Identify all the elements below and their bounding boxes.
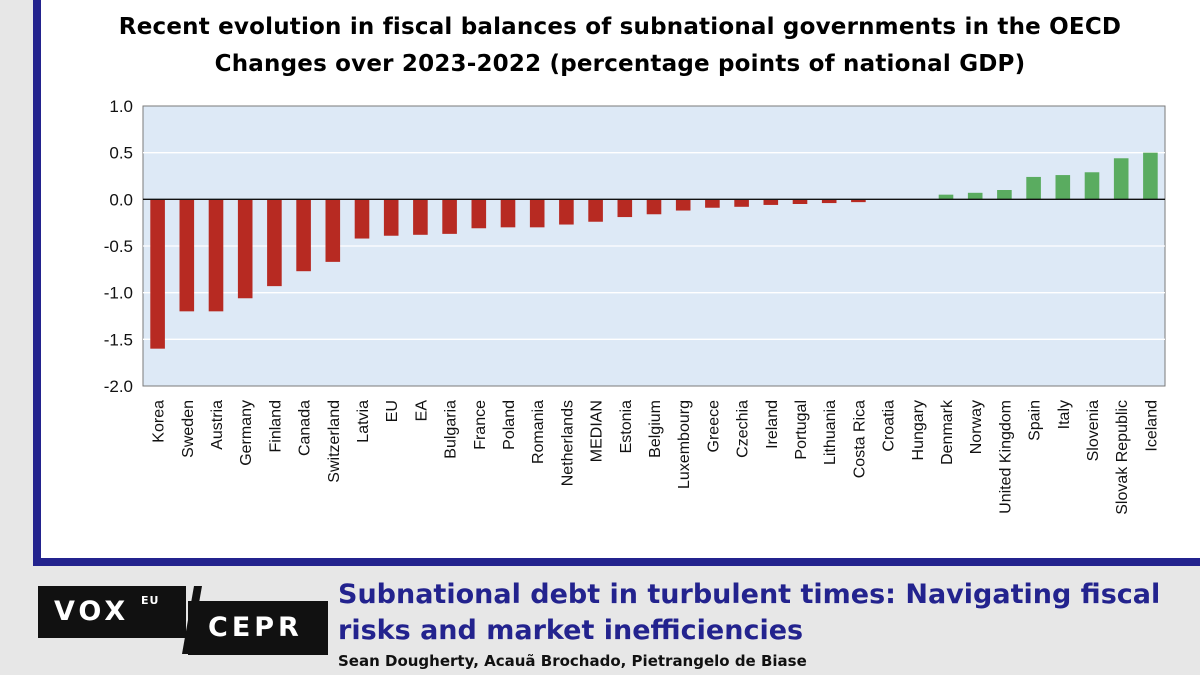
x-tick-label: Spain	[1027, 400, 1044, 441]
x-tick-label: Denmark	[939, 399, 956, 465]
x-tick-label: France	[472, 400, 489, 450]
bar-romania	[529, 199, 545, 228]
x-tick-label: Korea	[151, 400, 168, 443]
article-headline: Subnational debt in turbulent times: Nav…	[338, 579, 1161, 646]
x-tick-label: Czechia	[735, 400, 752, 458]
bars	[150, 152, 1158, 349]
bar-eu	[383, 199, 399, 236]
bar-ireland	[763, 199, 779, 205]
x-tick-label: Romania	[530, 400, 547, 464]
bar-portugal	[792, 199, 808, 204]
bar-lithuania	[821, 199, 837, 204]
x-tick-label: Germany	[238, 400, 255, 466]
y-tick-label: 0.0	[109, 190, 133, 209]
x-tick-label: Poland	[501, 400, 518, 450]
x-tick-label: Switzerland	[326, 400, 343, 483]
bar-ea	[413, 199, 428, 235]
x-tick-label: Sweden	[180, 400, 197, 458]
x-tick-label: Iceland	[1143, 400, 1160, 452]
article-authors: Sean Dougherty, Acauã Brochado, Pietrang…	[338, 652, 807, 670]
bar-netherlands	[559, 199, 574, 225]
bar-luxembourg	[675, 199, 691, 211]
bar-estonia	[617, 199, 633, 218]
bar-iceland	[1143, 152, 1158, 200]
logo-eu-text: EU	[141, 594, 160, 607]
x-tick-label: Italy	[1056, 400, 1073, 429]
bar-korea	[150, 199, 165, 349]
bar-greece	[705, 199, 720, 208]
y-tick-label: -2.0	[104, 377, 133, 396]
bar-italy	[1055, 175, 1071, 200]
bar-sweden	[179, 199, 195, 312]
bar-latvia	[354, 199, 370, 239]
x-tick-label: Greece	[705, 400, 722, 453]
y-tick-label: 0.5	[109, 144, 133, 163]
bar-spain	[1026, 176, 1041, 200]
logo-cepr-text: CEPR	[208, 612, 303, 643]
x-tick-label: Bulgaria	[443, 400, 460, 459]
x-tick-label: MEDIAN	[589, 400, 606, 462]
bar-canada	[296, 199, 311, 272]
bar-poland	[500, 199, 516, 228]
bar-belgium	[646, 199, 662, 215]
bar-germany	[237, 199, 253, 299]
bar-bulgaria	[442, 199, 457, 234]
x-tick-label: Slovenia	[1085, 400, 1102, 461]
x-axis-ticks: Korea Sweden Austria Germany Finland Canada Sw…	[151, 399, 1161, 515]
x-tick-label: Portugal	[793, 400, 810, 460]
bar-median	[588, 199, 603, 222]
bar-czechia	[734, 199, 749, 207]
x-tick-label: Austria	[209, 400, 226, 450]
x-tick-label: Hungary	[910, 400, 927, 460]
x-tick-label: Ireland	[764, 400, 781, 449]
bar-chart: 1.0 0.5 0.0 -0.5 -1.0 -1.5 -2.0 Korea Sweden Aus…	[104, 97, 1166, 515]
bar-france	[471, 199, 487, 229]
cepr-logo-block: CEPR	[188, 601, 328, 655]
chart-subtitle: Changes over 2023-2022 (percentage point…	[214, 51, 1026, 77]
y-axis-ticks: 1.0 0.5 0.0 -0.5 -1.0 -1.5 -2.0	[104, 97, 133, 396]
y-tick-label: 1.0	[109, 97, 133, 116]
x-tick-label: Latvia	[355, 400, 372, 443]
bar-slovak-republic	[1113, 158, 1129, 200]
x-tick-label: Finland	[267, 400, 284, 452]
logo-vox-text: VOX	[54, 596, 130, 627]
x-tick-label: Norway	[968, 400, 985, 454]
chart-title: Recent evolution in fiscal balances of s…	[118, 14, 1122, 40]
x-tick-label: EA	[413, 400, 430, 422]
y-tick-label: -0.5	[104, 237, 133, 256]
x-tick-label: Slovak Republic	[1114, 400, 1131, 515]
grid-lines	[143, 152, 1165, 340]
x-tick-label: Netherlands	[559, 400, 576, 486]
x-tick-label: United Kingdom	[997, 400, 1014, 514]
y-tick-label: -1.0	[104, 284, 133, 303]
x-tick-label: Costa Rica	[851, 400, 868, 478]
x-tick-label: Canada	[297, 400, 314, 456]
bar-austria	[208, 199, 224, 312]
y-tick-label: -1.5	[104, 330, 133, 349]
vox-logo-block: VOX EU	[38, 586, 186, 638]
bar-united-kingdom	[997, 190, 1012, 200]
bar-switzerland	[325, 199, 341, 262]
x-tick-label: Croatia	[881, 400, 898, 452]
bar-slovenia	[1084, 172, 1100, 200]
bar-finland	[267, 199, 282, 287]
x-tick-label: Belgium	[647, 400, 664, 458]
x-tick-label: Lithuania	[822, 400, 839, 465]
bar-costa-rica	[851, 199, 866, 203]
x-tick-label: EU	[384, 400, 401, 422]
bar-denmark	[938, 194, 954, 200]
x-tick-label: Luxembourg	[676, 400, 693, 489]
x-tick-label: Estonia	[618, 400, 635, 453]
bar-norway	[967, 192, 983, 200]
